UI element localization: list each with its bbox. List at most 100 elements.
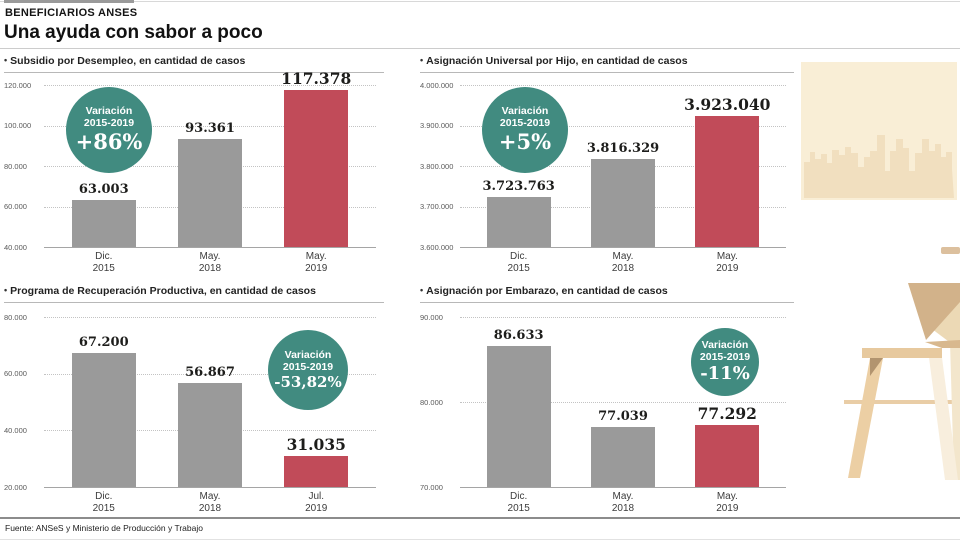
bar-value-label: 3.723.763 — [482, 179, 555, 194]
category-label: May. 2018 — [198, 251, 222, 274]
bar-value-label: 31.035 — [286, 435, 346, 454]
framed-city-skyline-icon — [801, 62, 957, 200]
y-axis-tick-label: 60.000 — [4, 369, 27, 379]
y-axis-tick-label: 3.600.000 — [420, 242, 454, 252]
category-label: Dic. 2015 — [92, 251, 115, 274]
bar-value-label: 77.292 — [697, 404, 757, 423]
bullet-icon: • — [4, 285, 8, 295]
bar-3-highlight — [695, 116, 760, 247]
chart-panel-2: • Asignación Universal por Hijo, en canti… — [420, 55, 800, 285]
bar-2 — [591, 159, 655, 247]
decor-illustration — [800, 50, 960, 530]
bar-value-label: 86.633 — [493, 328, 544, 343]
bar-value-label: 63.003 — [78, 182, 129, 197]
chart-panel-4: • Asignación por Embarazo, en cantidad de… — [420, 285, 800, 517]
chart-title: • Programa de Recuperación Productiva, en… — [4, 285, 384, 303]
bar-2 — [178, 139, 242, 247]
y-axis-tick-label: 90.000 — [420, 312, 443, 322]
axis-baseline — [460, 487, 786, 488]
variation-badge: Variación 2015-2019 +86% — [66, 87, 152, 173]
gridline — [44, 125, 376, 127]
badge-text: 2015-2019 — [499, 117, 551, 130]
badge-text: -53,82% — [274, 372, 342, 391]
category-label: Jul. 2019 — [305, 491, 328, 514]
variation-badge: Variación 2015-2019 +5% — [482, 87, 568, 173]
bar-3-highlight — [284, 90, 349, 247]
y-axis-tick-label: 80.000 — [420, 397, 443, 407]
category-label: May. 2018 — [611, 491, 635, 514]
variation-badge: Variación 2015-2019 -53,82% — [268, 330, 348, 410]
bar-value-label: 67.200 — [78, 335, 129, 350]
badge-text: Variación — [85, 105, 133, 118]
footer: Fuente: ANSeS y Ministerio de Producción… — [0, 517, 960, 540]
category-label: May. 2019 — [716, 251, 739, 274]
badge-text: Variación — [501, 105, 549, 118]
bullet-icon: • — [420, 285, 424, 295]
top-accent-bar — [4, 0, 134, 3]
y-axis-tick-label: 3.700.000 — [420, 202, 454, 211]
badge-text: 2015-2019 — [83, 117, 135, 130]
category-label: May. 2019 — [305, 251, 328, 274]
category-label: May. 2018 — [198, 491, 222, 514]
bar-value-label: 3.816.329 — [586, 141, 660, 156]
bar-3-highlight — [695, 425, 760, 487]
y-axis-tick-label: 100.000 — [4, 121, 32, 130]
category-label: Dic. 2015 — [92, 491, 115, 514]
badge-text: 2015-2019 — [282, 360, 334, 373]
gridline — [44, 373, 376, 375]
bar-1 — [486, 197, 551, 247]
y-axis-tick-label: 40.000 — [4, 242, 27, 252]
bar-2 — [178, 383, 242, 487]
bar-value-label: 117.378 — [281, 69, 352, 88]
bar-2 — [591, 427, 655, 487]
bar-value-label: 93.361 — [185, 121, 235, 136]
chart-title: • Asignación por Embarazo, en cantidad de… — [420, 285, 794, 303]
bar-value-label: 77.039 — [598, 409, 648, 424]
bullet-icon: • — [420, 55, 424, 65]
charts-grid: • Subsidio por Desempleo, en cantidad de … — [4, 55, 800, 517]
bar-1 — [71, 200, 136, 247]
bar-value-label: 56.867 — [185, 365, 235, 380]
source-note: Fuente: ANSeS y Ministerio de Producción… — [5, 523, 203, 533]
badge-text: +5% — [498, 129, 552, 155]
bar-value-label: 3.923.040 — [684, 95, 771, 114]
gridline — [460, 85, 786, 86]
badge-text: Variación — [701, 339, 749, 352]
category-label: Dic. 2015 — [507, 491, 530, 514]
category-label: Dic. 2015 — [507, 251, 530, 274]
kicker: BENEFICIARIOS ANSES — [5, 7, 138, 19]
gridline — [460, 402, 786, 403]
y-axis-tick-label: 3.900.000 — [420, 121, 454, 130]
headline-rule — [0, 48, 960, 49]
gridline — [44, 85, 376, 86]
chart-title: • Asignación Universal por Hijo, en canti… — [420, 55, 794, 73]
illustration-art — [801, 62, 960, 480]
bar-1 — [486, 346, 551, 487]
top-rule — [0, 1, 960, 2]
y-axis-tick-label: 3.800.000 — [420, 161, 454, 171]
shelf-strip — [941, 247, 960, 254]
y-axis-tick-label: 120.000 — [4, 80, 32, 90]
chart-panel-3: • Programa de Recuperación Productiva, en… — [4, 285, 390, 517]
gridline — [460, 317, 786, 318]
axis-baseline — [460, 247, 786, 248]
y-axis-tick-label: 60.000 — [4, 202, 27, 211]
bullet-icon: • — [4, 55, 8, 65]
badge-text: +86% — [75, 129, 143, 155]
bar-1 — [71, 353, 136, 487]
badge-text: -11% — [700, 363, 750, 385]
y-axis-tick-label: 70.000 — [420, 482, 443, 492]
axis-baseline — [44, 487, 376, 488]
chart-title: • Subsidio por Desempleo, en cantidad de … — [4, 55, 384, 73]
badge-text: Variación — [284, 348, 332, 361]
y-axis-tick-label: 80.000 — [4, 161, 27, 171]
wooden-chair-icon — [844, 283, 960, 480]
page-title: Una ayuda con sabor a poco — [4, 22, 263, 43]
gridline — [460, 125, 786, 127]
y-axis-tick-label: 20.000 — [4, 482, 27, 492]
y-axis-tick-label: 4.000.000 — [420, 80, 454, 90]
axis-baseline — [44, 247, 376, 248]
gridline — [44, 317, 376, 318]
y-axis-tick-label: 80.000 — [4, 312, 27, 322]
chart-panel-1: • Subsidio por Desempleo, en cantidad de … — [4, 55, 390, 285]
